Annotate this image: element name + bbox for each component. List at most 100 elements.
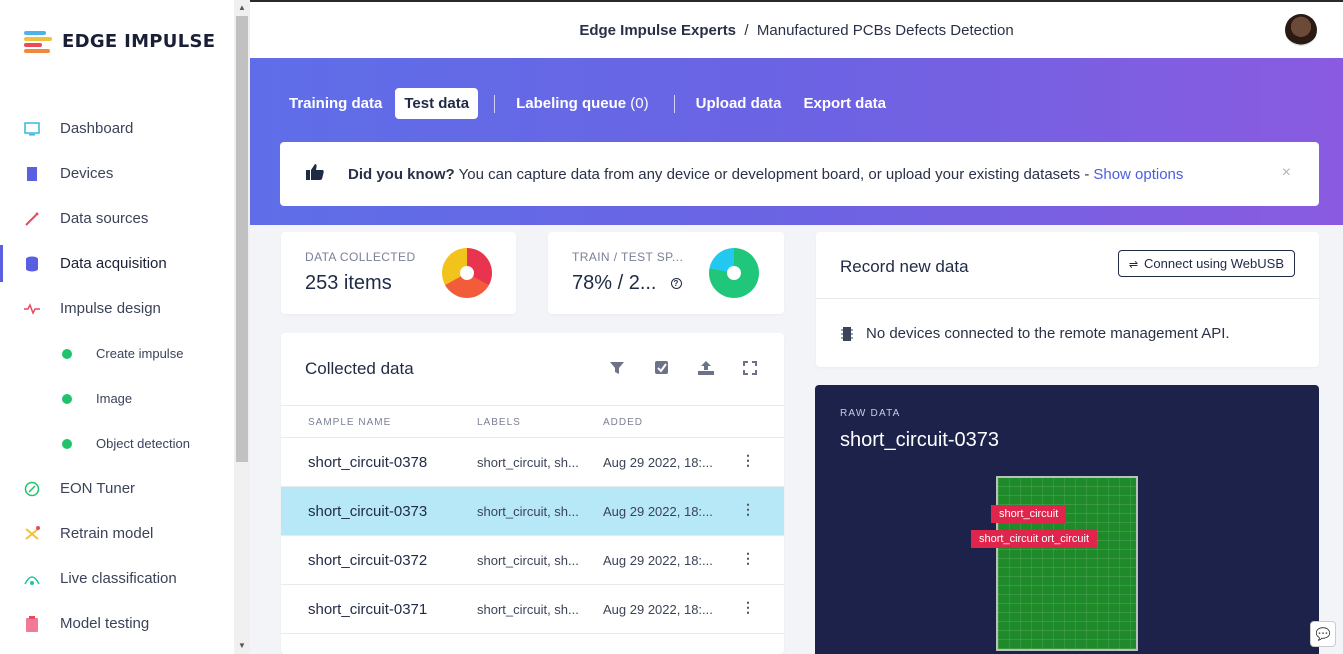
sample-name: short_circuit-0373	[308, 503, 428, 520]
breadcrumb-separator: /	[744, 22, 749, 39]
breadcrumb-project[interactable]: Manufactured PCBs Defects Detection	[756, 22, 1014, 39]
sample-name: short_circuit-0378	[308, 454, 428, 471]
sample-labels: short_circuit, sh...	[477, 455, 579, 470]
table-row[interactable]: short_circuit-0373 short_circuit, sh... …	[281, 487, 784, 536]
avatar[interactable]	[1285, 14, 1317, 46]
row-menu-icon[interactable]: ⋮	[741, 452, 755, 468]
sidebar-item-retrain-model[interactable]: Retrain model	[0, 511, 234, 556]
thumbs-up-icon	[306, 163, 324, 185]
connect-webusb-button[interactable]: ⇌ Connect using WebUSB	[1117, 250, 1295, 277]
usb-icon: ⇌	[1128, 259, 1139, 271]
sidebar-nav: Dashboard Devices Data sources Data acqu…	[0, 106, 234, 646]
show-options-link[interactable]: Show options	[1093, 165, 1184, 183]
breadcrumb-org[interactable]: Edge Impulse Experts	[579, 22, 737, 39]
sample-name: short_circuit-0371	[308, 601, 428, 618]
data-collected-card: DATA COLLECTED 253 items	[281, 232, 516, 314]
table-row[interactable]: short_circuit-0372 short_circuit, sh... …	[281, 536, 784, 585]
sample-added: Aug 29 2022, 18:...	[603, 455, 713, 470]
select-checkbox-icon[interactable]	[655, 361, 669, 378]
logo-icon	[24, 30, 54, 53]
labeling-queue-count: (0)	[630, 95, 649, 112]
scroll-down-icon[interactable]: ▼	[238, 641, 246, 650]
expand-icon[interactable]	[743, 361, 757, 378]
status-dot-icon	[62, 438, 72, 449]
row-menu-icon[interactable]: ⋮	[741, 550, 755, 566]
sidebar-item-impulse-design[interactable]: Impulse design	[0, 286, 234, 331]
top-bar: Edge Impulse Experts / Manufactured PCBs…	[250, 0, 1343, 58]
sidebar-scrollbar[interactable]: ▲ ▼	[234, 0, 250, 654]
clipboard-icon	[24, 615, 40, 632]
record-title: Record new data	[840, 257, 969, 276]
pulse-icon	[24, 301, 40, 317]
sample-added: Aug 29 2022, 18:...	[603, 602, 713, 617]
scroll-up-icon[interactable]: ▲	[238, 3, 246, 12]
hero-banner: Training data Test data Labeling queue (…	[250, 58, 1343, 225]
monitor-icon	[24, 121, 40, 137]
column-header[interactable]: LABELS	[477, 417, 521, 428]
stat-value-wrap: 78% / 2...?	[572, 272, 682, 295]
column-header[interactable]: ADDED	[603, 417, 644, 428]
table-row[interactable]: short_circuit-0378 short_circuit, sh... …	[281, 438, 784, 487]
tab-divider	[494, 94, 496, 113]
pcb-image	[996, 476, 1138, 651]
sidebar-item-dashboard[interactable]: Dashboard	[0, 106, 234, 151]
stat-label: TRAIN / TEST SP...	[572, 250, 684, 264]
button-label: Connect using WebUSB	[1144, 256, 1284, 271]
sample-added: Aug 29 2022, 18:...	[603, 504, 713, 519]
sidebar-item-label: Dashboard	[60, 120, 134, 137]
sidebar-item-label: Data sources	[60, 210, 149, 227]
logo[interactable]: EDGE IMPULSE	[24, 30, 216, 53]
column-header[interactable]: SAMPLE NAME	[308, 417, 392, 428]
sidebar: EDGE IMPULSE Dashboard Devices Data sour…	[0, 0, 234, 654]
close-icon[interactable]: ×	[1281, 164, 1291, 181]
sidebar-item-image[interactable]: Image	[0, 376, 234, 421]
sidebar-item-model-testing[interactable]: Model testing	[0, 601, 234, 646]
tab-divider	[673, 94, 675, 113]
tab-labeling-queue[interactable]: Labeling queue (0)	[507, 88, 658, 119]
sidebar-item-data-acquisition[interactable]: Data acquisition	[0, 241, 234, 286]
tip-text: You can capture data from any device or …	[458, 165, 1090, 183]
raw-data-panel: RAW DATA short_circuit-0373 short_circui…	[815, 385, 1319, 654]
database-icon	[24, 256, 40, 272]
upload-icon[interactable]	[698, 361, 714, 378]
no-devices-message: No devices connected to the remote manag…	[866, 325, 1230, 342]
sidebar-item-eon-tuner[interactable]: EON Tuner	[0, 466, 234, 511]
tab-export-data[interactable]: Export data	[803, 95, 886, 112]
sidebar-item-create-impulse[interactable]: Create impulse	[0, 331, 234, 376]
table-row[interactable]: short_circuit-0371 short_circuit, sh... …	[281, 585, 784, 634]
sidebar-item-live-classification[interactable]: Live classification	[0, 556, 234, 601]
sidebar-item-data-sources[interactable]: Data sources	[0, 196, 234, 241]
sidebar-item-label: Retrain model	[60, 525, 154, 542]
tab-training-data[interactable]: Training data	[289, 95, 383, 112]
row-menu-icon[interactable]: ⋮	[741, 501, 755, 517]
sidebar-item-label: Live classification	[60, 570, 177, 587]
tab-label: Labeling queue	[516, 95, 627, 112]
table-row-partial[interactable]	[281, 634, 784, 654]
sample-name: short_circuit-0372	[308, 552, 428, 569]
sidebar-item-label: Image	[96, 391, 133, 406]
chip-icon	[24, 166, 40, 182]
data-tabs: Training data Test data Labeling queue (…	[280, 88, 899, 119]
shuffle-icon	[24, 525, 40, 542]
sidebar-item-label: Impulse design	[60, 300, 161, 317]
sidebar-item-label: EON Tuner	[60, 480, 136, 497]
tab-upload-data[interactable]: Upload data	[695, 95, 782, 112]
brand-name: EDGE IMPULSE	[62, 30, 216, 52]
sample-added: Aug 29 2022, 18:...	[603, 553, 713, 568]
scroll-thumb[interactable]	[236, 16, 248, 462]
raw-data-title: short_circuit-0373	[840, 429, 999, 451]
row-menu-icon[interactable]: ⋮	[741, 599, 755, 615]
record-data-card: Record new data ⇌ Connect using WebUSB No…	[816, 232, 1319, 367]
sidebar-item-devices[interactable]: Devices	[0, 151, 234, 196]
raw-data-label: RAW DATA	[840, 408, 901, 419]
filter-icon[interactable]	[610, 361, 624, 378]
breadcrumb: Edge Impulse Experts / Manufactured PCBs…	[250, 22, 1343, 39]
collected-data-card: Collected data SAMPLE NAME LABELS ADDED …	[281, 333, 784, 654]
sidebar-item-object-detection[interactable]: Object detection	[0, 421, 234, 466]
stat-label: DATA COLLECTED	[305, 250, 416, 264]
tip-title: Did you know?	[348, 165, 455, 183]
tab-test-data[interactable]: Test data	[395, 88, 479, 119]
feedback-icon[interactable]: 💬	[1310, 621, 1336, 647]
split-donut-chart	[709, 248, 759, 298]
help-icon[interactable]: ?	[670, 278, 682, 290]
